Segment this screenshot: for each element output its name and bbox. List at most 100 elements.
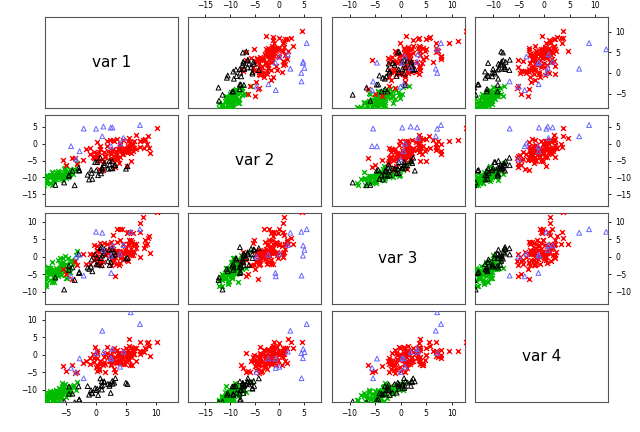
Point [385,366,396,373]
Point [128,229,138,236]
Point [390,95,401,102]
Point [584,121,594,128]
Point [537,51,547,58]
Point [376,173,386,180]
Point [220,104,230,111]
Point [396,152,406,159]
Point [364,98,374,105]
Point [387,93,397,100]
Point [55,386,65,393]
Point [120,247,130,254]
Point [394,70,404,77]
Point [388,357,398,364]
Point [124,144,134,151]
Point [228,390,238,397]
Point [479,175,490,182]
Point [390,168,401,175]
Point [538,53,548,60]
Point [266,49,276,56]
Point [266,59,276,66]
Point [270,351,280,358]
Point [493,60,504,67]
Point [536,61,546,68]
Point [474,98,484,105]
Point [113,349,123,356]
Point [394,48,404,55]
Point [370,97,380,104]
Point [534,148,544,155]
Point [413,131,424,138]
Point [373,173,383,180]
Point [227,267,237,273]
Point [45,179,56,186]
Point [248,378,259,384]
Point [56,263,66,270]
Point [49,267,59,274]
Point [436,54,447,60]
Point [529,148,539,155]
Point [226,391,236,397]
Point [524,69,534,76]
Point [401,50,411,57]
Point [128,251,138,258]
Point [397,166,408,173]
Point [241,264,252,271]
Point [134,350,145,357]
Point [228,398,238,405]
Point [363,86,373,93]
Point [60,274,70,281]
Point [395,354,405,361]
Point [74,148,84,155]
Point [227,267,237,274]
Point [387,385,397,392]
Point [376,98,387,105]
Point [227,267,237,273]
Point [135,121,145,128]
Point [363,362,373,368]
Point [223,278,233,285]
Point [536,64,546,71]
Point [412,58,422,65]
Point [563,47,573,54]
Point [402,165,412,172]
Point [120,361,130,368]
Point [376,89,387,95]
Point [483,174,493,181]
Point [552,34,562,41]
Point [383,386,394,393]
Point [499,248,509,255]
Point [228,254,239,261]
Point [63,171,74,178]
Point [485,264,495,271]
Point [145,353,156,359]
Point [220,275,230,282]
Point [107,158,117,165]
Point [108,346,118,353]
Point [232,257,243,264]
Point [115,250,125,257]
Point [397,165,407,172]
Point [49,275,60,282]
Point [263,51,273,58]
Point [266,346,276,353]
Point [417,150,427,157]
Point [131,245,141,251]
Point [413,42,424,49]
Point [213,399,223,406]
Point [513,83,523,89]
Point [238,390,248,397]
Point [70,252,81,259]
Point [484,267,494,274]
Point [403,150,413,157]
Point [108,231,118,238]
Point [263,355,273,362]
Point [228,89,239,95]
Point [111,248,122,255]
Point [239,262,249,269]
Point [113,248,123,255]
Point [524,258,534,265]
Point [584,40,594,47]
Point [275,53,285,60]
Point [383,358,394,365]
Point [236,261,246,268]
